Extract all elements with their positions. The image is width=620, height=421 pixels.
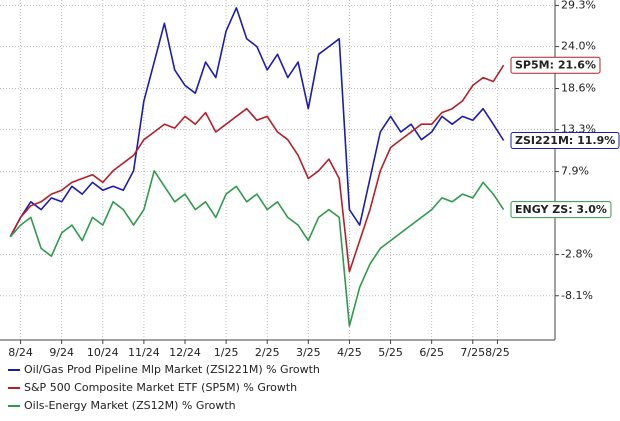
y-tick-label: 29.3%: [561, 0, 596, 11]
end-label: ENGY ZS: 3.0%: [515, 203, 607, 216]
x-tick-label: 2/25: [255, 346, 280, 359]
x-tick-label: 10/24: [87, 346, 119, 359]
x-tick-label: 8/25: [485, 346, 510, 359]
end-label-group: ZSI221M: 11.9%: [510, 132, 620, 150]
legend-label: Oil/Gas Prod Pipeline Mlp Market (ZSI221…: [24, 363, 320, 376]
x-tick-label: 3/25: [296, 346, 321, 359]
end-label-box: [510, 56, 601, 74]
x-tick-label: 7/25: [460, 346, 485, 359]
series-line: [9, 64, 505, 273]
series-line: [9, 7, 505, 238]
series-line: [9, 170, 505, 327]
x-tick-label: 5/25: [378, 346, 403, 359]
x-tick-label: 12/24: [169, 346, 201, 359]
x-tick-label: 1/25: [214, 346, 239, 359]
legend-label: S&P 500 Composite Market ETF (SP5M) % Gr…: [24, 381, 297, 394]
x-tick-label: 8/24: [8, 346, 33, 359]
y-tick-label: 24.0%: [561, 40, 596, 53]
end-label: ZSI221M: 11.9%: [515, 134, 615, 147]
y-tick-label: 18.6%: [561, 81, 596, 94]
y-tick-label: -2.8%: [561, 248, 593, 261]
end-label: SP5M: 21.6%: [515, 59, 596, 72]
end-label-box: [510, 201, 612, 219]
end-label-box: [510, 132, 620, 150]
x-tick-label: 9/24: [49, 346, 74, 359]
y-tick-label: -8.1%: [561, 289, 593, 302]
x-tick-label: 4/25: [337, 346, 362, 359]
x-tick-label: 11/24: [128, 346, 160, 359]
y-tick-label: 7.9%: [561, 165, 589, 178]
end-label-group: ENGY ZS: 3.0%: [510, 201, 612, 219]
end-label-group: SP5M: 21.6%: [510, 56, 601, 74]
legend-label: Oils-Energy Market (ZS12M) % Growth: [24, 399, 236, 412]
x-tick-label: 6/25: [419, 346, 444, 359]
